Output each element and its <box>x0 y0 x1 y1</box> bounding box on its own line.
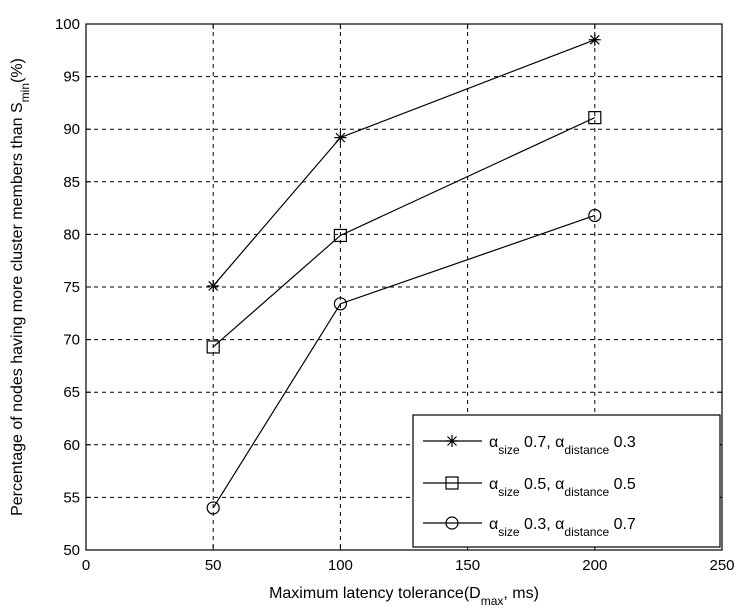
legend-entry: αsize 0.7, αdistance 0.3 <box>423 434 636 457</box>
data-point-square <box>206 340 220 354</box>
y-tick-label: 65 <box>63 384 80 401</box>
legend-marker-square <box>445 476 459 490</box>
legend-marker-star <box>446 435 458 447</box>
data-point-circle <box>588 208 602 223</box>
legend-label: αsize 0.5, αdistance 0.5 <box>489 476 636 499</box>
x-tick-label: 150 <box>455 557 480 574</box>
data-point-star <box>334 131 347 144</box>
data-point-square <box>588 111 602 125</box>
data-point-star <box>207 279 220 292</box>
y-tick-label: 70 <box>63 332 80 349</box>
y-axis-label: Percentage of nodes having more cluster … <box>9 58 32 516</box>
y-tick-label: 95 <box>63 69 80 86</box>
data-point-circle <box>206 501 220 515</box>
y-tick-label: 90 <box>63 121 80 138</box>
series-2 <box>206 111 602 354</box>
legend-box <box>412 414 721 548</box>
y-tick-label: 60 <box>63 437 80 454</box>
y-tick-label: 85 <box>63 174 80 191</box>
legend-label: αsize 0.7, αdistance 0.3 <box>489 434 636 457</box>
y-tick-label: 75 <box>63 279 80 296</box>
legend-label: αsize 0.3, αdistance 0.7 <box>489 516 636 539</box>
series-group <box>206 33 602 515</box>
legend-entry: αsize 0.3, αdistance 0.7 <box>423 516 636 539</box>
x-axis-label: Maximum latency tolerance(Dmax, ms) <box>269 585 539 608</box>
y-tick-label: 80 <box>63 226 80 243</box>
x-tick-label: 200 <box>582 557 607 574</box>
data-point-star <box>588 33 601 46</box>
x-tick-label: 0 <box>82 557 90 574</box>
legend-entry: αsize 0.5, αdistance 0.5 <box>423 476 636 499</box>
series-line <box>212 117 596 348</box>
x-tick-label: 100 <box>328 557 353 574</box>
x-tick-label: 50 <box>205 557 222 574</box>
y-tick-label: 100 <box>55 16 80 33</box>
data-point-square <box>333 228 347 243</box>
legend-entries: αsize 0.7, αdistance 0.3 αsize 0.5, αdist… <box>423 434 636 539</box>
series-3 <box>206 208 602 515</box>
y-tick-label: 55 <box>63 489 80 506</box>
y-tick-label: 50 <box>63 542 80 559</box>
series-line <box>212 214 595 509</box>
series-1 <box>207 33 601 292</box>
legend-marker-circle <box>445 516 459 530</box>
legend: αsize 0.7, αdistance 0.3 αsize 0.5, αdist… <box>412 414 721 548</box>
data-point-circle <box>333 297 347 311</box>
x-tick-label: 250 <box>709 557 734 574</box>
